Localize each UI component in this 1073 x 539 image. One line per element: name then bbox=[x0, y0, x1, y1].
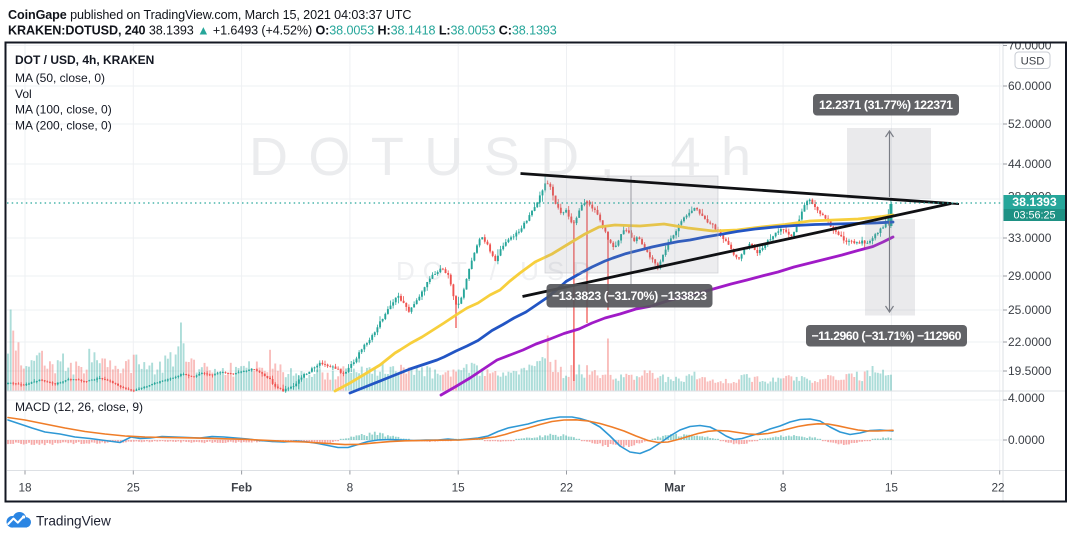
svg-text:Feb: Feb bbox=[231, 480, 252, 494]
svg-text:25.0000: 25.0000 bbox=[1008, 303, 1052, 317]
svg-text:22: 22 bbox=[991, 480, 1004, 494]
svg-text:KRAKEN:DOTUSD, 240 38.1393 ▲ +: KRAKEN:DOTUSD, 240 38.1393 ▲ +1.6493 (+4… bbox=[8, 24, 557, 38]
svg-text:−13.3823 (−31.70%) −133823: −13.3823 (−31.70%) −133823 bbox=[552, 289, 707, 303]
svg-text:DOT / USD, 4h, KRAKEN: DOT / USD, 4h, KRAKEN bbox=[15, 53, 154, 67]
svg-text:38.1393: 38.1393 bbox=[1012, 195, 1057, 209]
svg-text:MA (200, close, 0): MA (200, close, 0) bbox=[15, 119, 112, 133]
svg-text:TradingView: TradingView bbox=[36, 514, 111, 529]
svg-text:33.0000: 33.0000 bbox=[1008, 231, 1052, 245]
svg-text:18: 18 bbox=[18, 480, 32, 494]
svg-text:Vol: Vol bbox=[15, 87, 32, 101]
svg-text:52.0000: 52.0000 bbox=[1008, 117, 1052, 131]
svg-text:29.0000: 29.0000 bbox=[1008, 269, 1052, 283]
svg-text:4.0000: 4.0000 bbox=[1008, 391, 1045, 405]
svg-text:22: 22 bbox=[560, 480, 573, 494]
svg-text:0.0000: 0.0000 bbox=[1008, 433, 1045, 447]
svg-text:8: 8 bbox=[780, 480, 787, 494]
svg-text:8: 8 bbox=[347, 480, 354, 494]
svg-text:−11.2960 (−31.71%) −112960: −11.2960 (−31.71%) −112960 bbox=[812, 329, 962, 343]
svg-text:15: 15 bbox=[452, 480, 466, 494]
svg-text:Mar: Mar bbox=[664, 480, 685, 494]
svg-text:DOT / USD: DOT / USD bbox=[396, 256, 594, 286]
svg-text:MA (50, close, 0): MA (50, close, 0) bbox=[15, 71, 105, 85]
svg-text:19.5000: 19.5000 bbox=[1008, 364, 1052, 378]
svg-text:15: 15 bbox=[885, 480, 899, 494]
svg-text:25: 25 bbox=[127, 480, 141, 494]
svg-text:12.2371 (31.77%) 122371: 12.2371 (31.77%) 122371 bbox=[819, 98, 953, 112]
svg-text:MACD (12, 26, close, 9): MACD (12, 26, close, 9) bbox=[15, 400, 143, 414]
svg-text:USD: USD bbox=[1021, 55, 1045, 67]
svg-text:44.0000: 44.0000 bbox=[1008, 157, 1052, 171]
svg-text:03:56:25: 03:56:25 bbox=[1013, 210, 1055, 222]
svg-text:60.0000: 60.0000 bbox=[1008, 79, 1052, 93]
svg-text:22.0000: 22.0000 bbox=[1008, 335, 1052, 349]
svg-text:CoinGape published on TradingV: CoinGape published on TradingView.com, M… bbox=[8, 8, 411, 22]
svg-text:MA (100, close, 0): MA (100, close, 0) bbox=[15, 103, 112, 117]
